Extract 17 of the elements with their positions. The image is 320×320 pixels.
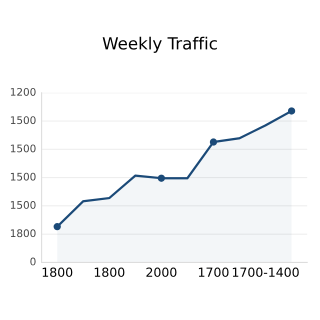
x-tick-label: 2000 [146,267,176,277]
point [158,174,166,182]
x-tick-label: 1700-1400 [232,267,299,277]
text: 0 [30,258,36,266]
x-tick-label: 1700 [198,267,229,277]
chart-title: Weekly Traffic [102,36,217,53]
text: 1500 [10,116,36,124]
x-tick-label: 1800 [94,267,124,277]
text: 1200 [10,88,36,96]
x-tick-label: 1800 [42,267,72,277]
text: 1800 [10,229,36,238]
text: 1500 [10,201,36,209]
point [288,107,296,115]
point [54,223,61,230]
point [210,138,218,146]
text: 1500 [10,144,36,152]
text: 1500 [10,172,36,181]
